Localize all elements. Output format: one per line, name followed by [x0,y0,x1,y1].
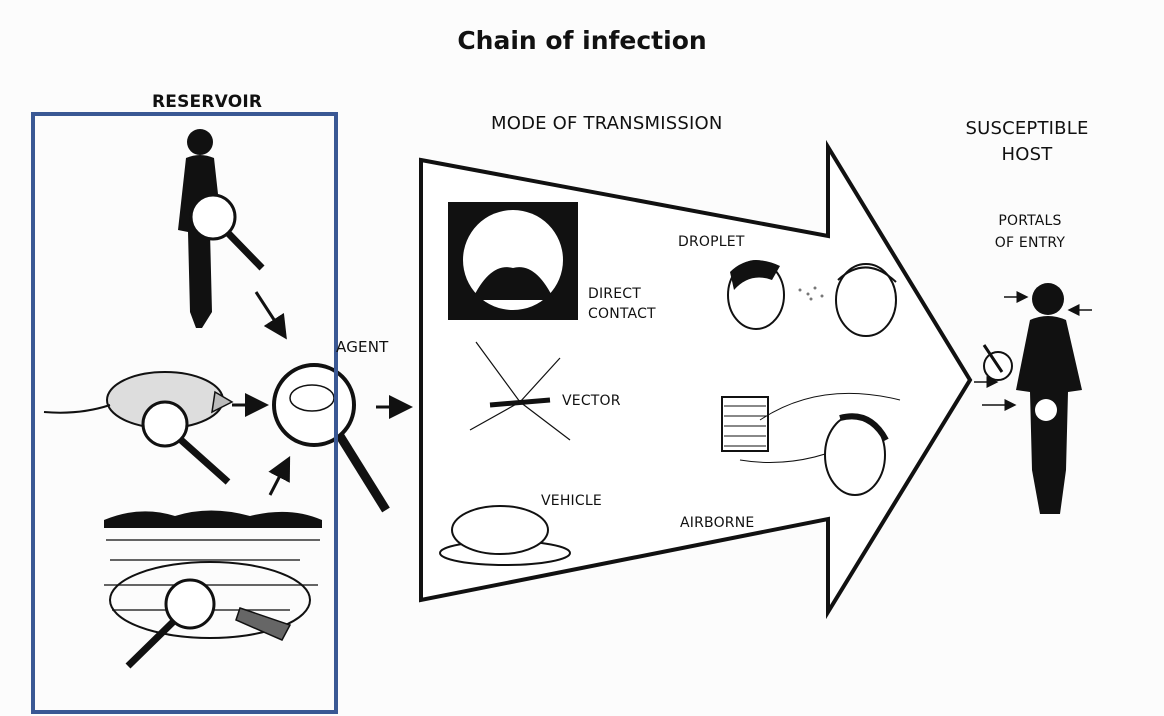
direct-contact-label: DIRECT CONTACT [588,286,656,322]
agent-label: AGENT [336,338,389,356]
mode-of-transmission-label: MODE OF TRANSMISSION [491,113,723,134]
page-title: Chain of infection [457,26,707,55]
vehicle-icon [439,505,571,566]
human-reservoir-icon [178,129,265,328]
droplet-label: DROPLET [678,234,745,250]
susceptible-host-label: SUSCEPTIBLE HOST [965,118,1089,165]
vector-icon [469,341,571,441]
environment-reservoir-icon [104,510,322,669]
vector-label: VECTOR [562,393,621,409]
portals-of-entry-label: PORTALS OF ENTRY [994,213,1066,251]
reservoir-highlight-box [31,112,338,714]
airborne-label: AIRBORNE [680,515,755,531]
airborne-icon [721,392,901,496]
susceptible-host-icon [982,283,1082,514]
droplet-icon [727,260,897,337]
direct-contact-icon [448,202,578,320]
reservoir-label: RESERVOIR [152,92,263,112]
animal-reservoir-icon [43,371,234,485]
vehicle-label: VEHICLE [541,493,602,509]
